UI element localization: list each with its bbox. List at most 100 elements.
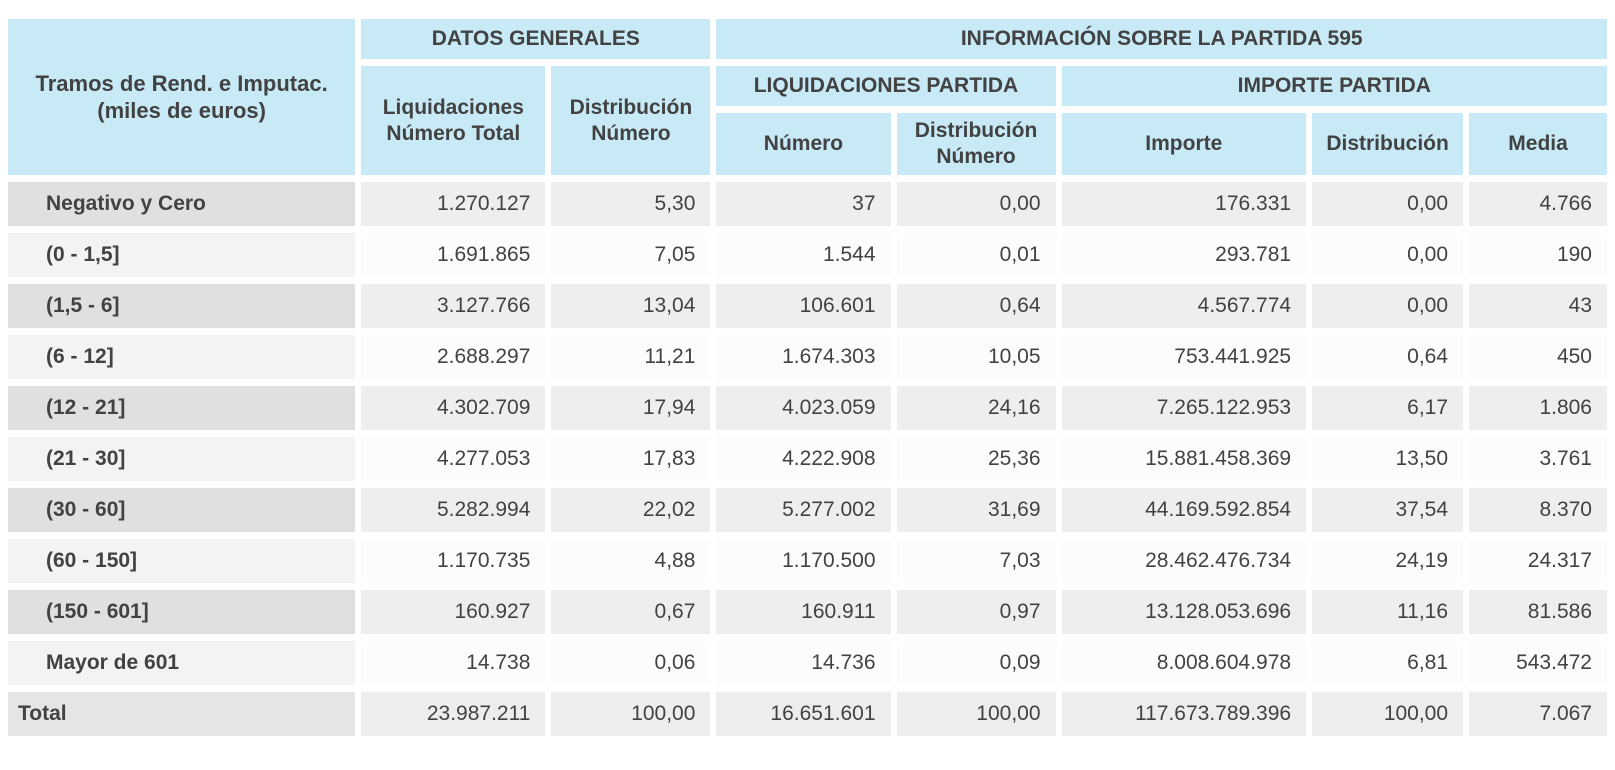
value-cell: 24,19: [1312, 539, 1464, 584]
value-cell: 16.651.601: [716, 692, 891, 737]
value-cell: 3.761: [1469, 437, 1607, 482]
row-label: (150 - 601]: [8, 590, 356, 635]
statistics-table: Tramos de Rend. e Imputac. (miles de eur…: [2, 12, 1613, 743]
table-row: (6 - 12] 2.688.297 11,21 1.674.303 10,05 753.…: [8, 335, 1607, 380]
value-cell: 4.023.059: [716, 386, 891, 431]
value-cell: 13,04: [551, 284, 711, 329]
value-cell: 15.881.458.369: [1061, 437, 1307, 482]
value-cell: 7.265.122.953: [1061, 386, 1307, 431]
value-cell: 37,54: [1312, 488, 1464, 533]
value-cell: 0,00: [896, 182, 1056, 227]
value-cell: 1.170.735: [361, 539, 546, 584]
row-label: (60 - 150]: [8, 539, 356, 584]
table-row: (21 - 30] 4.277.053 17,83 4.222.908 25,36 15.…: [8, 437, 1607, 482]
value-cell: 1.691.865: [361, 233, 546, 278]
value-cell: 160.911: [716, 590, 891, 635]
value-cell: 753.441.925: [1061, 335, 1307, 380]
table-row: (150 - 601] 160.927 0,67 160.911 0,97 13.128.…: [8, 590, 1607, 635]
corner-header-line2: (miles de euros): [97, 98, 266, 124]
row-label: (21 - 30]: [8, 437, 356, 482]
row-label: (0 - 1,5]: [8, 233, 356, 278]
value-cell: 14.736: [716, 641, 891, 686]
value-cell: 0,00: [1312, 284, 1464, 329]
value-cell: 81.586: [1469, 590, 1607, 635]
group-header-datos-generales: DATOS GENERALES: [361, 19, 711, 60]
row-label: (1,5 - 6]: [8, 284, 356, 329]
value-cell: 4.222.908: [716, 437, 891, 482]
value-cell: 0,00: [1312, 233, 1464, 278]
value-cell: 1.544: [716, 233, 891, 278]
col-header-distribucion-numero: Distribución Número: [551, 66, 711, 176]
header-row-columns: Número Distribución Número Importe Distr…: [8, 113, 1607, 176]
col-header-distribucion-numero-partida: Distribución Número: [896, 113, 1056, 176]
value-cell: 4.277.053: [361, 437, 546, 482]
row-label: Mayor de 601: [8, 641, 356, 686]
value-cell: 43: [1469, 284, 1607, 329]
value-cell: 13.128.053.696: [1061, 590, 1307, 635]
value-cell: 25,36: [896, 437, 1056, 482]
col-header-liquidaciones-numero-total: Liquidaciones Número Total: [361, 66, 546, 176]
value-cell: 1.806: [1469, 386, 1607, 431]
value-cell: 106.601: [716, 284, 891, 329]
value-cell: 117.673.789.396: [1061, 692, 1307, 737]
corner-header: Tramos de Rend. e Imputac. (miles de eur…: [8, 19, 356, 176]
value-cell: 0,00: [1312, 182, 1464, 227]
value-cell: 100,00: [1312, 692, 1464, 737]
table-row: (60 - 150] 1.170.735 4,88 1.170.500 7,03 28.4…: [8, 539, 1607, 584]
value-cell: 100,00: [551, 692, 711, 737]
value-cell: 0,97: [896, 590, 1056, 635]
value-cell: 100,00: [896, 692, 1056, 737]
value-cell: 31,69: [896, 488, 1056, 533]
value-cell: 14.738: [361, 641, 546, 686]
row-label: (6 - 12]: [8, 335, 356, 380]
value-cell: 0,64: [896, 284, 1056, 329]
value-cell: 450: [1469, 335, 1607, 380]
value-cell: 24.317: [1469, 539, 1607, 584]
value-cell: 4.567.774: [1061, 284, 1307, 329]
value-cell: 24,16: [896, 386, 1056, 431]
value-cell: 11,21: [551, 335, 711, 380]
row-label: Negativo y Cero: [8, 182, 356, 227]
value-cell: 37: [716, 182, 891, 227]
table-row: Mayor de 601 14.738 0,06 14.736 0,09 8.008.60…: [8, 641, 1607, 686]
col-header-media: Media: [1469, 113, 1607, 176]
value-cell: 4.766: [1469, 182, 1607, 227]
value-cell: 5,30: [551, 182, 711, 227]
group-header-informacion-partida-595: INFORMACIÓN SOBRE LA PARTIDA 595: [716, 19, 1607, 60]
value-cell: 293.781: [1061, 233, 1307, 278]
value-cell: 13,50: [1312, 437, 1464, 482]
value-cell: 160.927: [361, 590, 546, 635]
col-header-numero: Número: [716, 113, 891, 176]
value-cell: 11,16: [1312, 590, 1464, 635]
value-cell: 0,64: [1312, 335, 1464, 380]
value-cell: 22,02: [551, 488, 711, 533]
table-row: (1,5 - 6] 3.127.766 13,04 106.601 0,64 4.567.…: [8, 284, 1607, 329]
col-header-distribucion: Distribución: [1312, 113, 1464, 176]
value-cell: 17,94: [551, 386, 711, 431]
value-cell: 543.472: [1469, 641, 1607, 686]
table-row: (0 - 1,5] 1.691.865 7,05 1.544 0,01 293.781 0,…: [8, 233, 1607, 278]
row-label: (30 - 60]: [8, 488, 356, 533]
value-cell: 7.067: [1469, 692, 1607, 737]
total-row-label: Total: [8, 692, 356, 737]
value-cell: 6,81: [1312, 641, 1464, 686]
value-cell: 0,01: [896, 233, 1056, 278]
group-header-importe-partida: IMPORTE PARTIDA: [1061, 66, 1607, 107]
value-cell: 0,09: [896, 641, 1056, 686]
value-cell: 8.370: [1469, 488, 1607, 533]
value-cell: 1.674.303: [716, 335, 891, 380]
value-cell: 4.302.709: [361, 386, 546, 431]
col-header-importe: Importe: [1061, 113, 1307, 176]
value-cell: 4,88: [551, 539, 711, 584]
value-cell: 176.331: [1061, 182, 1307, 227]
value-cell: 23.987.211: [361, 692, 546, 737]
value-cell: 10,05: [896, 335, 1056, 380]
table-row: Negativo y Cero 1.270.127 5,30 37 0,00 176.33…: [8, 182, 1607, 227]
value-cell: 2.688.297: [361, 335, 546, 380]
value-cell: 190: [1469, 233, 1607, 278]
value-cell: 28.462.476.734: [1061, 539, 1307, 584]
table-header: Tramos de Rend. e Imputac. (miles de eur…: [8, 19, 1607, 176]
value-cell: 0,06: [551, 641, 711, 686]
value-cell: 17,83: [551, 437, 711, 482]
